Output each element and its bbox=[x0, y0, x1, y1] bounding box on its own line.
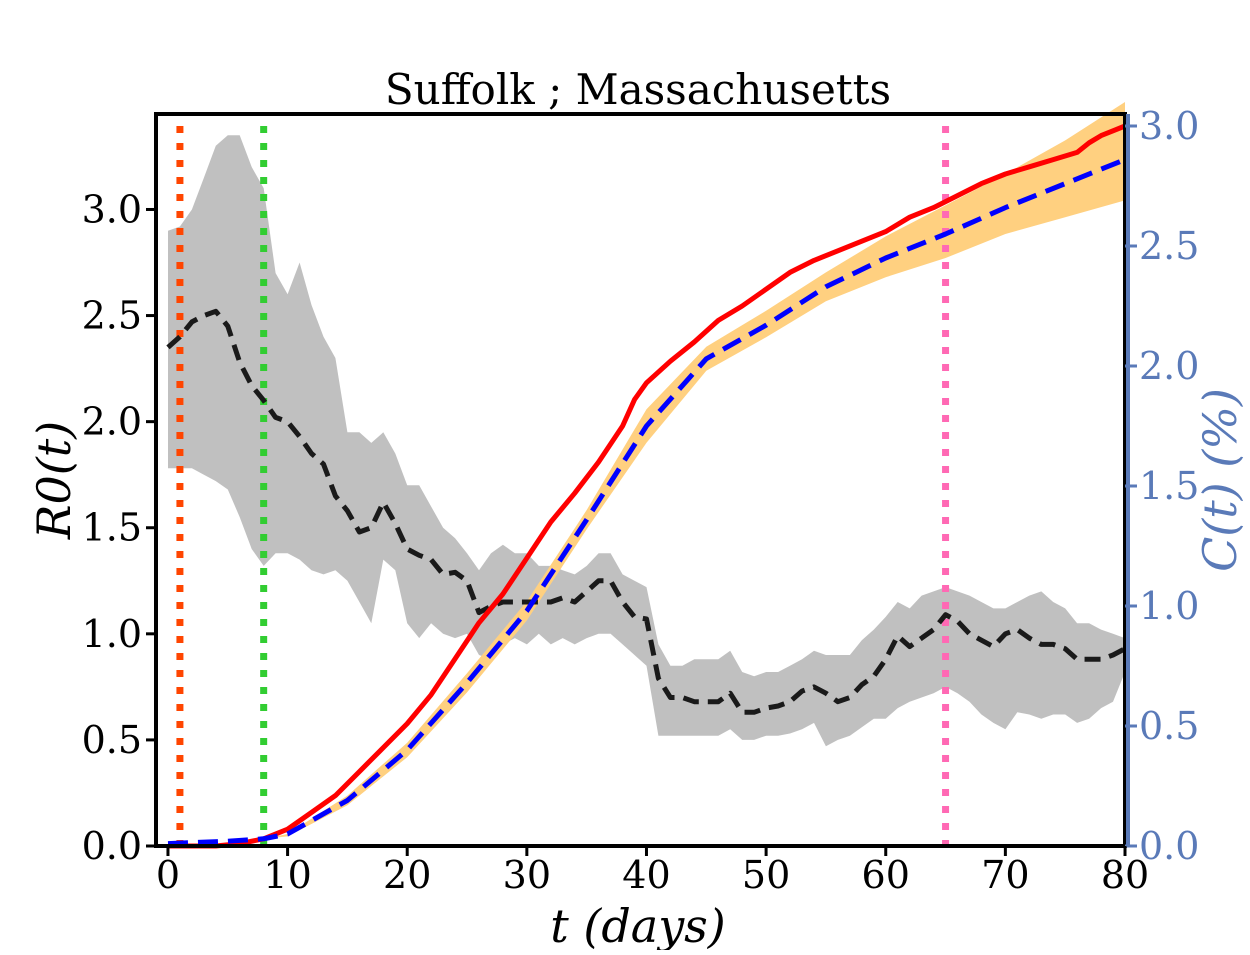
chart-title: Suffolk ; Massachusetts bbox=[385, 65, 891, 114]
event-lines bbox=[176, 126, 950, 846]
bottom-axis-ticks: 0 10 20 30 40 50 60 70 80 bbox=[156, 846, 1149, 897]
bottom-tick-label: 40 bbox=[622, 853, 670, 897]
c-observed-line bbox=[168, 123, 1126, 849]
series-lines bbox=[166, 123, 1127, 849]
right-tick-label: 1.0 bbox=[1139, 584, 1199, 628]
y-axis-label-left: R0(t) bbox=[27, 421, 81, 540]
left-tick-label: 1.5 bbox=[82, 506, 142, 550]
bottom-tick-label: 20 bbox=[383, 853, 431, 897]
left-tick-label: 1.0 bbox=[82, 612, 142, 656]
bottom-tick-label: 0 bbox=[156, 853, 180, 897]
c-model-line bbox=[167, 157, 1126, 847]
left-tick-label: 3.0 bbox=[82, 187, 142, 231]
bottom-tick-label: 10 bbox=[263, 853, 311, 897]
bottom-tick-label: 60 bbox=[862, 853, 910, 897]
left-axis-ticks: 0.0 0.5 1.0 1.5 2.0 2.5 3.0 bbox=[82, 187, 156, 868]
right-tick-label: 0.5 bbox=[1139, 704, 1199, 748]
right-tick-label: 2.5 bbox=[1139, 224, 1199, 268]
bottom-tick-label: 50 bbox=[742, 853, 790, 897]
plot-frame bbox=[154, 112, 1127, 848]
bottom-tick-label: 80 bbox=[1101, 853, 1149, 897]
right-tick-label: 0.0 bbox=[1139, 824, 1199, 868]
x-axis-label: t (days) bbox=[550, 899, 725, 950]
r0-line bbox=[166, 308, 1127, 715]
right-tick-label: 2.0 bbox=[1139, 344, 1199, 388]
confidence-bands bbox=[168, 102, 1125, 844]
left-tick-label: 2.5 bbox=[82, 294, 142, 338]
right-axis-ticks: 0.0 0.5 1.0 1.5 2.0 2.5 3.0 bbox=[1125, 104, 1199, 868]
bottom-tick-label: 30 bbox=[503, 853, 551, 897]
r0-band bbox=[168, 135, 1125, 747]
right-tick-label: 1.5 bbox=[1139, 464, 1199, 508]
left-tick-label: 2.0 bbox=[82, 400, 142, 444]
left-tick-label: 0.0 bbox=[82, 824, 142, 868]
y-axis-label-right: C(t) (%) bbox=[1193, 388, 1247, 572]
c-model-band bbox=[168, 102, 1125, 844]
bottom-tick-label: 70 bbox=[981, 853, 1029, 897]
left-tick-label: 0.5 bbox=[82, 718, 142, 762]
right-tick-label: 3.0 bbox=[1139, 104, 1199, 148]
